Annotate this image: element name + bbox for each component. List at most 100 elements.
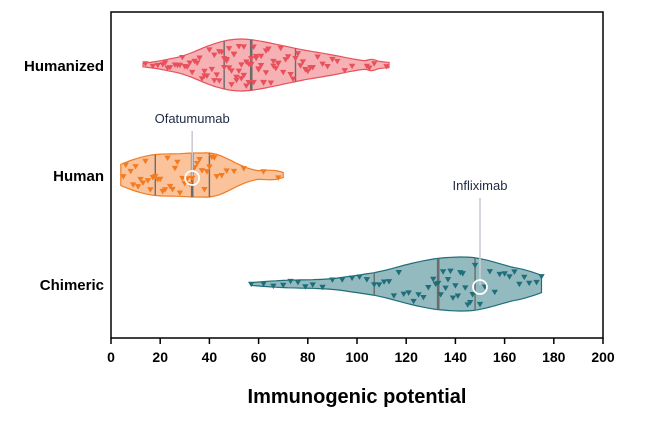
data-point bbox=[471, 262, 479, 269]
data-point bbox=[213, 174, 220, 180]
data-point bbox=[171, 165, 179, 172]
data-point bbox=[129, 182, 137, 188]
data-point bbox=[134, 184, 142, 190]
data-point bbox=[238, 76, 245, 82]
data-point bbox=[447, 268, 454, 275]
data-point bbox=[198, 168, 206, 174]
data-point bbox=[501, 271, 508, 277]
data-point bbox=[538, 274, 545, 280]
data-point bbox=[154, 62, 161, 69]
data-point bbox=[184, 64, 191, 70]
data-point bbox=[496, 271, 503, 278]
data-point bbox=[521, 274, 528, 281]
data-point bbox=[179, 54, 186, 61]
data-point bbox=[238, 62, 245, 68]
data-point bbox=[211, 155, 218, 161]
data-point bbox=[193, 60, 201, 66]
data-point bbox=[270, 283, 277, 290]
data-point bbox=[289, 76, 297, 82]
data-point bbox=[223, 168, 230, 174]
data-point bbox=[287, 278, 294, 285]
data-point bbox=[250, 44, 257, 50]
data-point bbox=[434, 280, 442, 287]
highlight-circle bbox=[472, 279, 488, 295]
data-point bbox=[255, 66, 262, 72]
violin-chimeric bbox=[248, 256, 545, 312]
data-point bbox=[179, 175, 186, 182]
data-point bbox=[144, 178, 152, 184]
data-point bbox=[149, 63, 157, 70]
data-point bbox=[208, 66, 216, 73]
data-point bbox=[506, 274, 513, 280]
data-point bbox=[166, 65, 174, 71]
data-point bbox=[206, 164, 213, 170]
data-point bbox=[371, 282, 378, 288]
data-point bbox=[287, 72, 294, 78]
data-point bbox=[533, 279, 540, 286]
data-point bbox=[188, 175, 196, 182]
data-point bbox=[243, 83, 250, 89]
data-point bbox=[420, 294, 427, 301]
data-point bbox=[444, 277, 452, 283]
violin-body bbox=[120, 152, 284, 198]
y-category-label: Chimeric bbox=[40, 277, 104, 294]
x-axis-label: Immunogenic potential bbox=[248, 386, 467, 408]
highlight-circle bbox=[184, 170, 201, 186]
data-point bbox=[260, 281, 267, 287]
data-point bbox=[466, 299, 474, 306]
violin-humanized bbox=[142, 38, 390, 92]
data-point bbox=[275, 175, 282, 181]
data-point bbox=[511, 269, 518, 275]
data-point bbox=[260, 80, 267, 86]
data-point bbox=[157, 176, 164, 183]
data-point bbox=[348, 275, 356, 282]
data-point bbox=[142, 61, 149, 67]
data-point bbox=[220, 65, 228, 71]
data-point bbox=[225, 65, 233, 71]
data-point bbox=[225, 46, 233, 52]
data-point bbox=[284, 54, 292, 60]
data-point bbox=[193, 160, 201, 167]
data-point bbox=[161, 187, 169, 193]
y-axis: Humanized Human Chimeric bbox=[24, 58, 104, 294]
data-point bbox=[309, 282, 316, 288]
data-point bbox=[127, 168, 134, 175]
data-point bbox=[324, 63, 331, 70]
data-point bbox=[142, 158, 149, 165]
data-point bbox=[186, 60, 193, 66]
data-point bbox=[203, 169, 211, 175]
data-point bbox=[415, 292, 422, 298]
data-point bbox=[174, 159, 181, 166]
data-point bbox=[240, 166, 248, 172]
data-point bbox=[442, 285, 449, 292]
data-point bbox=[201, 68, 208, 75]
data-point bbox=[319, 284, 326, 291]
data-point bbox=[139, 180, 147, 186]
y-category-label: Human bbox=[53, 168, 104, 185]
data-point bbox=[230, 52, 238, 58]
data-point bbox=[235, 68, 243, 75]
data-point bbox=[400, 291, 407, 298]
data-point bbox=[201, 187, 208, 193]
data-point bbox=[245, 80, 252, 86]
data-point bbox=[233, 77, 240, 84]
data-point bbox=[299, 59, 307, 65]
data-point bbox=[176, 62, 184, 69]
data-point bbox=[380, 279, 388, 285]
data-point bbox=[203, 73, 211, 79]
data-point bbox=[262, 70, 270, 76]
data-point bbox=[218, 49, 225, 56]
violins bbox=[120, 38, 545, 312]
data-point bbox=[137, 176, 144, 183]
data-point bbox=[292, 55, 299, 62]
data-point bbox=[430, 276, 437, 283]
data-point bbox=[164, 155, 171, 162]
data-point bbox=[410, 298, 417, 305]
data-point bbox=[248, 281, 255, 288]
data-point bbox=[218, 173, 225, 179]
violin-body bbox=[250, 256, 543, 312]
data-point bbox=[270, 58, 277, 65]
data-point bbox=[439, 269, 447, 275]
annotation-label: Ofatumumab bbox=[155, 111, 230, 126]
